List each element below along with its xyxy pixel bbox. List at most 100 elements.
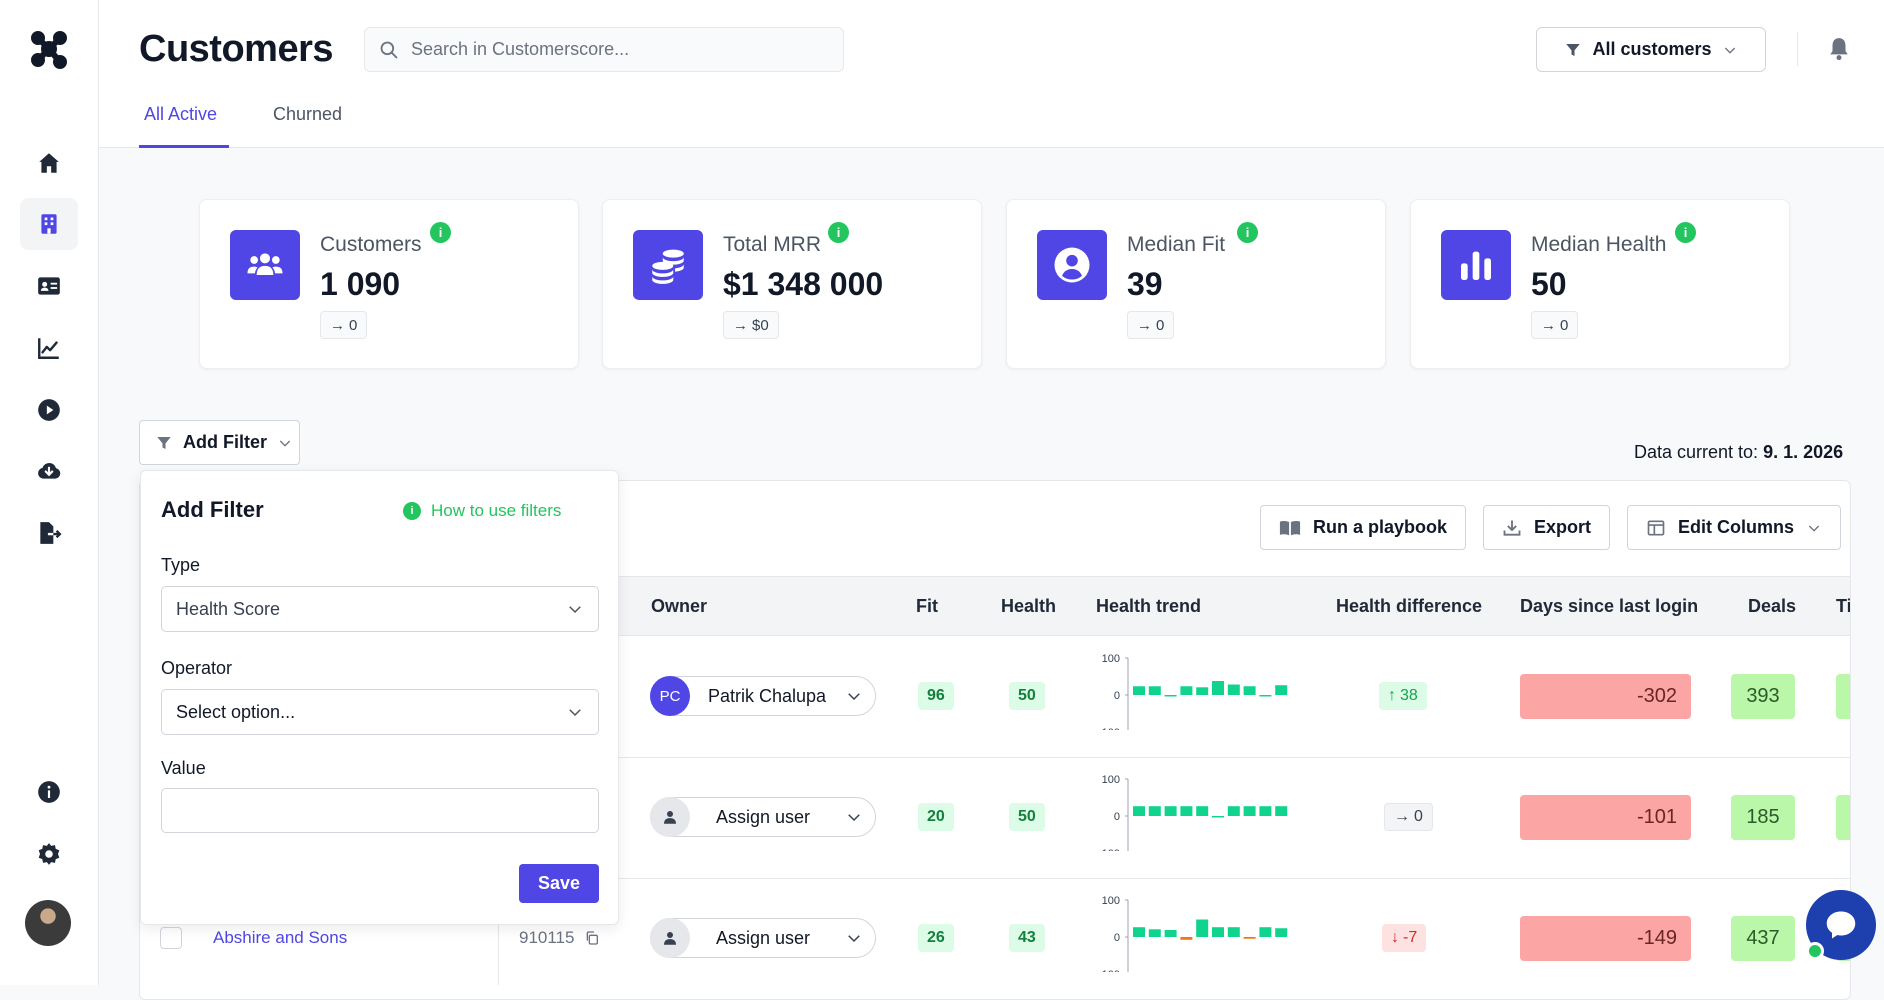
download-icon (1503, 520, 1521, 536)
trend-bar (1164, 930, 1177, 937)
trend-tick-label: -100 (1098, 969, 1120, 972)
row-checkbox[interactable] (160, 927, 182, 949)
type-label: Type (161, 555, 201, 575)
col-header-owner[interactable]: Owner (651, 596, 708, 616)
health-trend-chart: 100 0 -100 (1098, 653, 1288, 730)
stat-icon-box (633, 230, 703, 300)
nav-home[interactable] (20, 137, 78, 189)
col-header-health-trend[interactable]: Health trend (1096, 596, 1202, 616)
col-header-health-difference[interactable]: Health difference (1336, 596, 1483, 616)
owner-select[interactable]: Assign user (650, 918, 876, 958)
type-select[interactable]: Health Score (161, 586, 599, 632)
chevron-down-icon (279, 440, 291, 447)
customer-name-link[interactable]: Abshire and Sons (213, 928, 348, 947)
bell-icon[interactable] (1826, 36, 1852, 62)
operator-select[interactable]: Select option... (161, 689, 599, 735)
chevron-down-icon (848, 814, 860, 822)
play-circle-icon (38, 399, 60, 421)
tab-all-active[interactable]: All Active (144, 104, 218, 124)
trend-bar (1227, 684, 1240, 695)
stat-card-median-fit: Median Fit i 39 → 0 (1006, 199, 1386, 369)
trend-bar (1133, 806, 1145, 816)
last-login-cell: -149 (1520, 916, 1691, 961)
export-button[interactable]: Export (1483, 505, 1611, 550)
nav-export[interactable] (20, 507, 78, 559)
trend-bar (1243, 937, 1256, 939)
nav-info[interactable] (20, 766, 78, 818)
row-divider (140, 878, 1850, 879)
info-icon[interactable]: i (1675, 222, 1696, 243)
nav-analytics[interactable] (20, 322, 78, 374)
trend-tick-label: -100 (1098, 727, 1120, 730)
col-header-last-login[interactable]: Days since last login (1520, 596, 1699, 616)
deals-cell: 393 (1731, 674, 1795, 719)
add-filter-button[interactable]: Add Filter (139, 420, 300, 465)
col-header-deals[interactable]: Deals (1748, 596, 1797, 616)
arrow-down-icon: ↓ (1391, 929, 1399, 946)
stat-value: 50 (1531, 266, 1567, 302)
deals-cell: 185 (1731, 795, 1795, 840)
add-filter-popup: Add Filter i How to use filters Type Hea… (140, 470, 619, 925)
bar-chart-icon (1461, 251, 1491, 280)
logo-icon[interactable] (26, 26, 72, 72)
nav-contacts[interactable] (20, 260, 78, 312)
user-placeholder-icon (650, 797, 690, 837)
chevron-down-icon (569, 709, 581, 717)
nav-playbooks[interactable] (20, 384, 78, 436)
type-value: Health Score (176, 598, 281, 619)
copy-icon[interactable] (584, 930, 600, 946)
col-header-health[interactable]: Health (1001, 596, 1057, 616)
customer-id-value: 910115 (519, 928, 575, 947)
trend-bar (1227, 927, 1240, 937)
chevron-down-icon (1808, 525, 1820, 532)
stat-label: Total MRR (723, 233, 822, 256)
chart-line-icon (38, 338, 59, 359)
value-input[interactable] (161, 788, 599, 833)
trend-bar (1164, 695, 1177, 697)
search-input[interactable] (411, 39, 831, 60)
avatar[interactable] (25, 900, 71, 946)
trend-bar (1227, 806, 1240, 816)
fit-score: 96 (918, 682, 954, 710)
health-difference-value: -7 (1403, 929, 1418, 946)
info-icon[interactable]: i (828, 222, 849, 243)
trend-bar (1148, 929, 1161, 937)
trend-bar (1212, 927, 1224, 937)
stat-icon-box (1037, 230, 1107, 300)
save-button[interactable]: Save (519, 864, 599, 903)
col-header-fit[interactable]: Fit (916, 596, 938, 616)
stat-delta: → 0 (1531, 311, 1579, 339)
coins-icon (652, 249, 684, 284)
run-playbook-button[interactable]: Run a playbook (1260, 505, 1467, 550)
trend-tick-label: -100 (1098, 848, 1120, 851)
owner-select[interactable]: Assign user (650, 797, 876, 837)
stat-value: 39 (1127, 266, 1163, 302)
sidebar (0, 0, 99, 985)
nav-settings[interactable] (20, 828, 78, 880)
columns-icon (1647, 520, 1665, 535)
nav-integrations[interactable] (20, 445, 78, 497)
segment-dropdown[interactable]: All customers (1536, 27, 1766, 72)
popup-title: Add Filter (161, 497, 264, 522)
trend-bar (1164, 806, 1177, 816)
data-current: Data current to: 9. 1. 2026 (1634, 442, 1843, 463)
owner-select[interactable]: PC Patrik Chalupa (650, 676, 876, 716)
stat-label: Median Health (1531, 233, 1667, 256)
operator-label: Operator (161, 658, 233, 678)
info-icon[interactable]: i (430, 222, 451, 243)
edit-columns-button[interactable]: Edit Columns (1627, 505, 1841, 550)
tab-churned[interactable]: Churned (273, 104, 343, 124)
how-to-use-filters-link[interactable]: i How to use filters (403, 501, 561, 521)
customer-id: 910115 (519, 928, 600, 948)
filter-icon (157, 436, 171, 449)
nav-customers[interactable] (20, 198, 78, 250)
building-icon (41, 214, 57, 234)
trend-bar (1196, 687, 1209, 695)
data-current-label: Data current to: (1634, 442, 1764, 462)
arrow-right-icon: → (330, 316, 345, 334)
search-box[interactable] (364, 27, 844, 72)
trend-bar (1275, 928, 1288, 937)
info-icon[interactable]: i (1237, 222, 1258, 243)
col-header-truncated[interactable]: Ti (1836, 596, 1850, 616)
stat-icon-box (1441, 230, 1511, 300)
